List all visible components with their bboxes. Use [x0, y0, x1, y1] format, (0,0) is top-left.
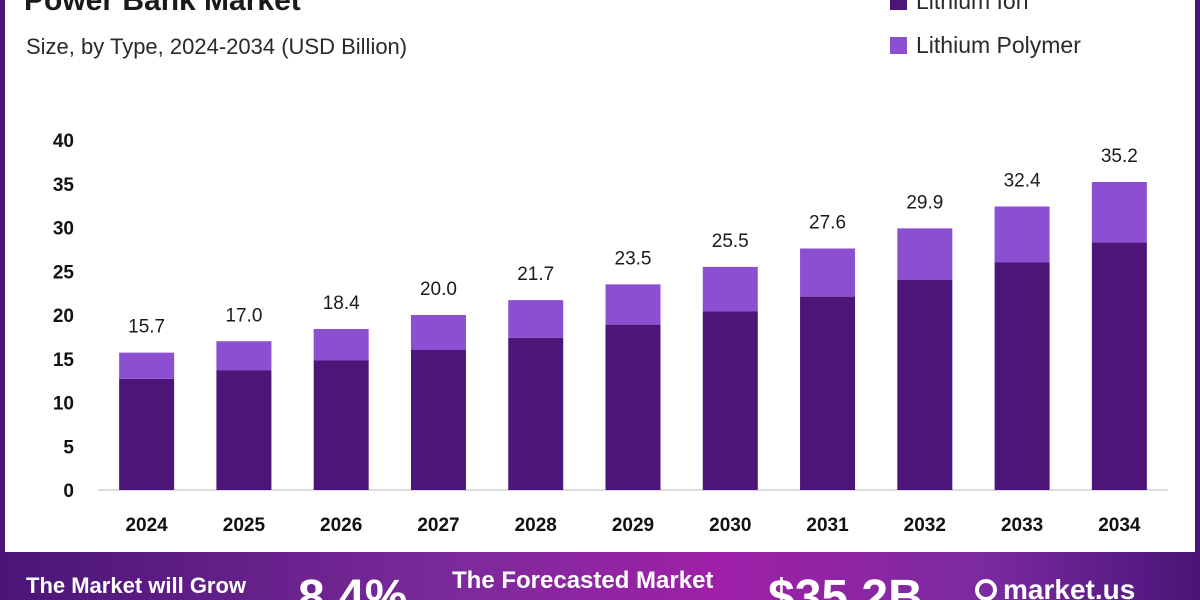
total-label-2024: 15.7 [128, 317, 165, 338]
x-tick-label-2032: 2032 [904, 515, 946, 536]
total-label-2031: 27.6 [809, 213, 846, 234]
total-label-2027: 20.0 [420, 279, 457, 300]
bar-lithium-polymer-2028 [508, 300, 564, 338]
x-tick-label-2028: 2028 [515, 515, 557, 536]
total-labels-group: 15.7 17.0 18.4 20.0 21.7 23.5 25.5 27.6 29.9 32.4… [128, 146, 1138, 338]
x-tick-label-2027: 2027 [417, 515, 459, 536]
legend-item-lithium-polymer: Lithium Polymer [890, 30, 1081, 60]
y-tick-label-15: 15 [53, 350, 75, 371]
bar-lithium-polymer-2027 [410, 315, 466, 350]
x-tick-label-2033: 2033 [1001, 515, 1043, 536]
total-label-2032: 29.9 [906, 192, 943, 213]
bar-lithium-polymer-2026 [313, 329, 369, 361]
x-tick-label-2030: 2030 [709, 515, 751, 536]
x-tick-label-2026: 2026 [320, 515, 362, 536]
total-label-2029: 23.5 [615, 248, 652, 269]
chart-title: Power Bank Market [24, 0, 301, 17]
bar-lithium-ion-2030 [702, 311, 758, 490]
total-label-2033: 32.4 [1004, 171, 1041, 192]
bar-lithium-ion-2031 [800, 296, 856, 490]
bar-lithium-polymer-2024 [119, 352, 175, 379]
legend-swatch-lithium-ion [890, 0, 907, 10]
x-axis: 2024 2025 2026 2027 2028 2029 2030 2031 2032 2033… [125, 515, 1140, 536]
bar-lithium-ion-2032 [897, 280, 953, 490]
bar-lithium-polymer-2029 [605, 284, 661, 325]
legend-item-lithium-ion: Lithium Ion [890, 0, 1081, 16]
y-tick-label-25: 25 [53, 262, 75, 283]
footer-forecast-label: The Forecasted Market [452, 567, 714, 594]
bar-lithium-polymer-2030 [702, 266, 758, 312]
bar-lithium-ion-2034 [1091, 242, 1147, 490]
bar-lithium-polymer-2034 [1091, 182, 1147, 243]
bar-lithium-polymer-2032 [897, 228, 953, 280]
total-label-2034: 35.2 [1101, 146, 1138, 167]
bar-lithium-polymer-2025 [216, 341, 272, 371]
y-tick-label-30: 30 [53, 219, 74, 240]
footer-grow-label: The Market will Grow [26, 573, 247, 598]
brand-logo-icon [975, 579, 997, 600]
y-tick-label-40: 40 [53, 131, 74, 152]
footer-cagr-value: 8.4% [298, 571, 408, 600]
y-tick-label-20: 20 [53, 306, 74, 327]
frame-left-border [0, 0, 5, 552]
total-label-2030: 25.5 [712, 231, 749, 252]
legend-swatch-lithium-polymer [890, 36, 907, 54]
footer-forecast-value: $35.2B [768, 571, 923, 600]
y-tick-label-5: 5 [63, 437, 74, 458]
brand-logo-text: market.us [1003, 574, 1136, 600]
total-label-2028: 21.7 [517, 264, 554, 285]
y-tick-label-35: 35 [53, 175, 75, 196]
legend-label-lithium-ion: Lithium Ion [916, 0, 1029, 14]
total-label-2026: 18.4 [323, 293, 360, 314]
x-tick-label-2024: 2024 [125, 515, 168, 536]
y-tick-label-10: 10 [53, 394, 74, 415]
x-tick-label-2029: 2029 [612, 515, 654, 536]
bar-lithium-ion-2026 [313, 360, 369, 490]
bar-lithium-ion-2033 [994, 262, 1050, 490]
bar-lithium-ion-2028 [508, 337, 564, 490]
x-tick-label-2025: 2025 [223, 515, 266, 536]
legend: Lithium Ion Lithium Polymer [890, 0, 1081, 74]
bar-lithium-ion-2025 [216, 370, 272, 490]
footer-banner: The Market will Grow 8.4% The Forecasted… [0, 552, 1200, 600]
bar-lithium-ion-2027 [410, 350, 466, 490]
chart-subtitle: Size, by Type, 2024-2034 (USD Billion) [26, 34, 408, 59]
legend-label-lithium-polymer: Lithium Polymer [916, 31, 1081, 58]
brand-logo: market.us [975, 574, 1135, 600]
frame-right-border [1195, 0, 1200, 552]
bar-lithium-ion-2029 [605, 324, 661, 490]
y-axis: 0 5 10 15 20 25 30 35 40 [53, 131, 75, 502]
x-tick-label-2034: 2034 [1098, 515, 1141, 536]
y-tick-label-0: 0 [63, 481, 74, 502]
x-tick-label-2031: 2031 [806, 515, 849, 536]
bar-lithium-ion-2024 [119, 378, 175, 490]
bar-lithium-polymer-2031 [800, 248, 856, 297]
bar-lithium-polymer-2033 [994, 206, 1050, 263]
bars-group [119, 182, 1147, 490]
total-label-2025: 17.0 [225, 305, 262, 326]
